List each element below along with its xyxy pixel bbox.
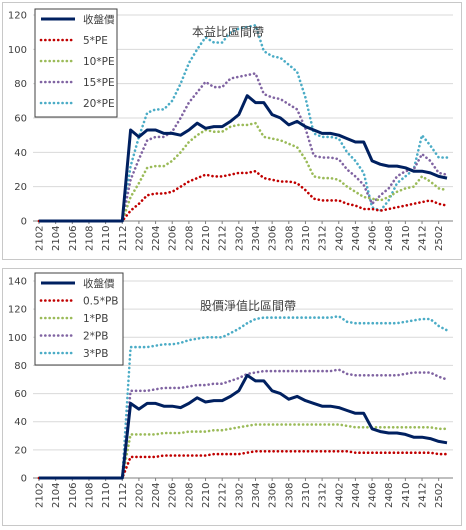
x-tick-label: 2402 bbox=[334, 226, 345, 251]
legend-label-0: 收盤價 bbox=[83, 277, 115, 290]
x-tick-label: 2412 bbox=[418, 226, 429, 251]
legend-label-2: 1*PB bbox=[83, 313, 108, 325]
x-tick-label: 2208 bbox=[184, 483, 195, 508]
legend-box bbox=[34, 8, 118, 118]
pb-band-chart: 0 20 40 60 80 100 120 140 2102 2104 2106 2108 2110 21… bbox=[8, 272, 453, 508]
x-tick-label: 2202 bbox=[134, 226, 145, 251]
legend-label-4: 20*PE bbox=[83, 98, 115, 110]
legend-label-0: 收盤價 bbox=[83, 13, 115, 26]
pb-band-chart-panel: 0 20 40 60 80 100 120 140 2102 2104 2106 2108 2110 21… bbox=[2, 268, 462, 526]
legend-label-2: 10*PE bbox=[83, 56, 115, 68]
x-tick-label: 2304 bbox=[251, 483, 262, 508]
x-tick-label: 2204 bbox=[151, 483, 162, 508]
series-line-0 bbox=[39, 373, 448, 480]
x-tick-label: 2306 bbox=[268, 226, 279, 251]
x-tick-label: 2202 bbox=[134, 483, 145, 508]
pe-band-chart: 0 20 40 60 80 100 120 2102 2104 2106 2108 2110 2112 2… bbox=[8, 8, 453, 251]
y-tick-label: 20 bbox=[14, 445, 27, 456]
x-tick-label: 2408 bbox=[384, 226, 395, 251]
x-tick-label: 2302 bbox=[234, 226, 245, 251]
x-tick-label: 2502 bbox=[434, 226, 445, 251]
x-tick-label: 2106 bbox=[68, 226, 79, 251]
chart-title: 股價淨值比區間帶 bbox=[200, 298, 296, 313]
x-tick-label: 2308 bbox=[284, 226, 295, 251]
legend-label-3: 2*PB bbox=[83, 331, 108, 343]
x-tick-label: 2102 bbox=[35, 483, 46, 508]
legend-label-1: 0.5*PB bbox=[83, 296, 118, 308]
x-tick-label: 2206 bbox=[168, 483, 179, 508]
y-tick-label: 20 bbox=[14, 182, 27, 193]
x-tick-label: 2404 bbox=[351, 226, 362, 251]
y-tick-label: 0 bbox=[21, 474, 27, 485]
x-tick-label: 2502 bbox=[434, 483, 445, 508]
y-tick-label: 100 bbox=[8, 333, 27, 344]
chart-title: 本益比區間帶 bbox=[192, 25, 264, 39]
x-tick-label: 2312 bbox=[318, 226, 329, 251]
x-tick-label: 2302 bbox=[234, 483, 245, 508]
x-tick-label: 2110 bbox=[101, 483, 112, 508]
y-tick-label: 60 bbox=[14, 114, 27, 125]
x-tick-label: 2304 bbox=[251, 226, 262, 251]
x-tick-label: 2102 bbox=[35, 226, 46, 251]
series-line-1 bbox=[37, 450, 449, 480]
x-tick-label: 2204 bbox=[151, 226, 162, 251]
x-tick-label: 2412 bbox=[418, 483, 429, 508]
x-tick-label: 2210 bbox=[201, 483, 212, 508]
x-tick-label: 2212 bbox=[218, 483, 229, 508]
y-tick-label: 120 bbox=[8, 305, 27, 316]
legend-label-1: 5*PE bbox=[83, 35, 108, 47]
x-tick-label: 2104 bbox=[51, 226, 62, 251]
x-tick-label: 2306 bbox=[268, 483, 279, 508]
y-tick-label: 120 bbox=[8, 11, 27, 22]
x-tick-label: 2108 bbox=[84, 226, 95, 251]
x-tick-label: 2406 bbox=[368, 483, 379, 508]
x-tick-label: 2112 bbox=[118, 483, 129, 508]
x-tick-label: 2104 bbox=[51, 483, 62, 508]
x-tick-label: 2402 bbox=[334, 483, 345, 508]
y-tick-label: 40 bbox=[14, 417, 27, 428]
x-tick-label: 2308 bbox=[284, 483, 295, 508]
x-tick-label: 2404 bbox=[351, 483, 362, 508]
x-tick-label: 2310 bbox=[301, 226, 312, 251]
x-tick-label: 2210 bbox=[201, 226, 212, 251]
x-tick-label: 2410 bbox=[401, 226, 412, 251]
x-tick-label: 2208 bbox=[184, 226, 195, 251]
x-tick-label: 2312 bbox=[318, 483, 329, 508]
x-tick-label: 2206 bbox=[168, 226, 179, 251]
y-tick-label: 100 bbox=[8, 45, 27, 56]
x-tick-label: 2212 bbox=[218, 226, 229, 251]
y-tick-label: 80 bbox=[14, 79, 27, 90]
x-tick-label: 2108 bbox=[84, 483, 95, 508]
x-tick-label: 2408 bbox=[384, 483, 395, 508]
x-tick-label: 2310 bbox=[301, 483, 312, 508]
legend-label-4: 3*PB bbox=[83, 348, 108, 360]
x-tick-label: 2110 bbox=[101, 226, 112, 251]
y-tick-label: 60 bbox=[14, 389, 27, 400]
y-tick-label: 80 bbox=[14, 361, 27, 372]
x-tick-label: 2106 bbox=[68, 483, 79, 508]
x-tick-label: 2410 bbox=[401, 483, 412, 508]
y-tick-label: 0 bbox=[21, 217, 27, 228]
series-line-1 bbox=[37, 169, 449, 223]
x-tick-label: 2406 bbox=[368, 226, 379, 251]
series-line-0 bbox=[39, 94, 448, 223]
legend-label-3: 15*PE bbox=[83, 77, 115, 89]
y-tick-label: 40 bbox=[14, 148, 27, 159]
pe-band-chart-panel: 0 20 40 60 80 100 120 2102 2104 2106 2108 2110 2112 2… bbox=[2, 2, 462, 260]
y-tick-label: 140 bbox=[8, 277, 27, 288]
x-tick-label: 2112 bbox=[118, 226, 129, 251]
